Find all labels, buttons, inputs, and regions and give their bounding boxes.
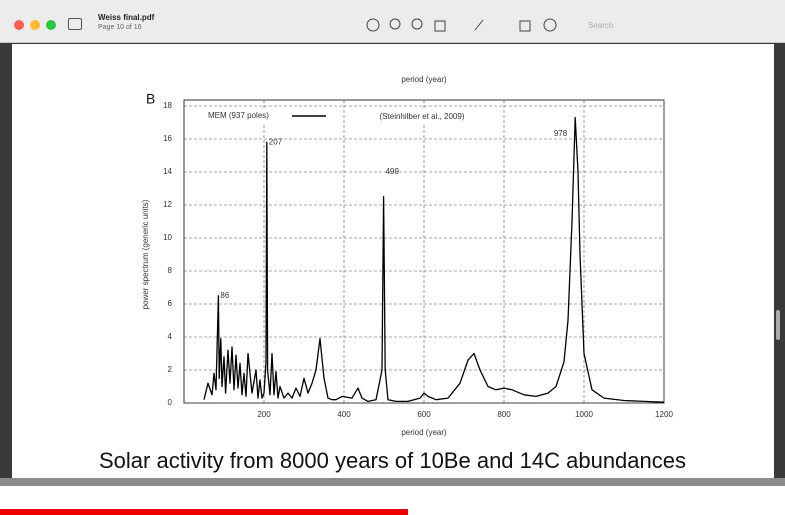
top-axis-label: period (year) bbox=[401, 75, 447, 84]
x-tick-label: 1000 bbox=[575, 410, 593, 419]
caption: Solar activity from 8000 years of 10Be a… bbox=[98, 448, 687, 473]
x-tick-label: 600 bbox=[417, 410, 431, 419]
panel-label: B bbox=[146, 91, 155, 107]
y-tick-label: 16 bbox=[163, 134, 172, 143]
y-tick-label: 12 bbox=[163, 200, 172, 209]
annotation: 499 bbox=[386, 167, 400, 176]
x-axis-label: period (year) bbox=[401, 428, 447, 437]
x-tick-label: 400 bbox=[337, 410, 351, 419]
markup-button[interactable] bbox=[474, 19, 484, 31]
toolbar: Weiss final.pdf Page 10 of 16 Search bbox=[0, 0, 785, 43]
spectrum-line bbox=[203, 116, 665, 403]
y-tick-label: 0 bbox=[168, 398, 173, 407]
note-box bbox=[364, 110, 482, 124]
info-button[interactable] bbox=[366, 18, 380, 32]
search-field[interactable]: Search bbox=[588, 21, 614, 30]
y-tick-label: 14 bbox=[163, 167, 172, 176]
annotation: 86 bbox=[220, 291, 229, 300]
y-tick-label: 6 bbox=[168, 299, 173, 308]
x-tick-label: 200 bbox=[257, 410, 271, 419]
minimize-button[interactable] bbox=[30, 20, 40, 30]
page-gap bbox=[0, 478, 785, 486]
progress-bar bbox=[0, 509, 408, 515]
close-button[interactable] bbox=[14, 20, 24, 30]
zoom-button[interactable] bbox=[46, 20, 56, 30]
legend-box bbox=[202, 108, 332, 124]
y-tick-label: 18 bbox=[163, 101, 172, 110]
scrollbar[interactable] bbox=[776, 310, 780, 340]
y-tick-label: 8 bbox=[168, 266, 173, 275]
zoom-out-button[interactable] bbox=[389, 18, 401, 30]
y-axis-label: power spectrum (generic units) bbox=[141, 199, 150, 309]
annotation: 207 bbox=[269, 137, 283, 146]
y-tick-label: 10 bbox=[163, 233, 172, 242]
x-tick-label: 800 bbox=[497, 410, 511, 419]
window-button[interactable] bbox=[519, 20, 531, 32]
y-tick-label: 2 bbox=[168, 365, 173, 374]
source-note: (Steinhilber et al., 2009) bbox=[380, 112, 465, 121]
page-info: Page 10 of 16 bbox=[98, 24, 142, 31]
x-tick-label: 1200 bbox=[655, 410, 673, 419]
legend-label: MEM (937 poles) bbox=[208, 111, 269, 120]
zoom-in-button[interactable] bbox=[411, 18, 423, 30]
sidebar-button[interactable] bbox=[68, 18, 82, 30]
share-button[interactable] bbox=[434, 20, 446, 32]
annotation: 978 bbox=[554, 129, 568, 138]
toolbar-icons bbox=[366, 18, 557, 32]
y-tick-label: 4 bbox=[168, 332, 173, 341]
annotate-button[interactable] bbox=[543, 18, 557, 32]
file-name: Weiss final.pdf bbox=[98, 13, 155, 22]
chart: 0 2 4 6 8 10 12 14 16 18 200 400 600 800 1000 1200 Bperi… bbox=[141, 75, 673, 437]
